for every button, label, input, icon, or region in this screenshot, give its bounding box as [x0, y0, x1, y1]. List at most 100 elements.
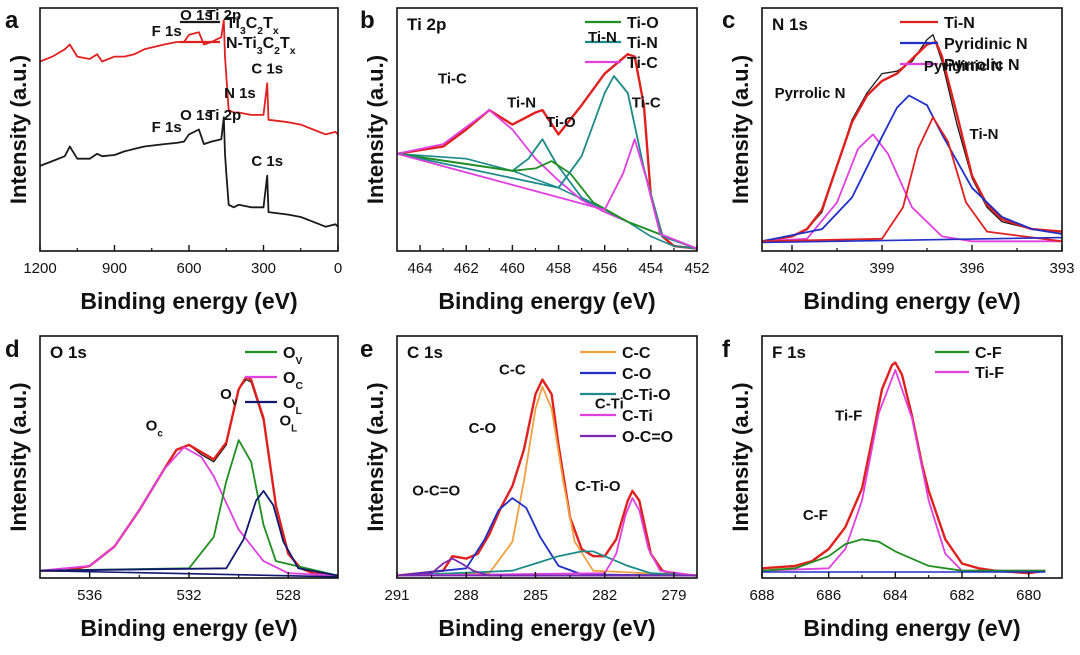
panel-letter: f — [722, 336, 731, 363]
peak-annotation: Ti-O — [546, 114, 576, 131]
x-tick-label: 600 — [176, 260, 201, 277]
legend-label: Ti3C2Tx — [226, 15, 279, 37]
series-ov — [39, 439, 339, 577]
legend-label: O-C=O — [622, 429, 673, 446]
series-ti-o-458-2 — [396, 152, 698, 250]
peak-annotation: C 1s — [251, 61, 283, 78]
x-tick-label: 456 — [592, 260, 617, 277]
series-c-f — [761, 538, 1046, 572]
panel-b: b 464 462 460 458 456 454 452 Binding energy (eV… — [360, 7, 710, 314]
x-tick-label: 688 — [749, 587, 774, 604]
panel-letter: a — [5, 7, 19, 34]
series-baseline — [761, 236, 1063, 244]
x-axis-label: Binding energy (eV) — [803, 615, 1020, 641]
x-tick-label: 1200 — [23, 260, 56, 277]
plot-frame — [761, 335, 1063, 579]
legend-label: C-Ti — [622, 408, 653, 425]
y-axis-label: Intensity (a.u.) — [363, 55, 388, 204]
peak-annotation: Ti-F — [835, 408, 862, 425]
x-tick-label: 454 — [638, 260, 663, 277]
x-tick-label: 452 — [684, 260, 709, 277]
legend-label: C-C — [622, 345, 651, 362]
panel-letter: c — [722, 7, 735, 34]
x-tick-label: 282 — [592, 587, 617, 604]
y-axis-label: Intensity (a.u.) — [6, 55, 31, 204]
x-tick-label: 0 — [334, 260, 342, 277]
peak-annotation: Pyridinic N — [924, 58, 1002, 75]
x-tick-label: 532 — [176, 587, 201, 604]
panel-a: a 1200 900 600 300 0 Binding energy (eV) Intens… — [5, 7, 342, 314]
panel-title: N 1s — [772, 15, 808, 34]
series-envelope — [761, 40, 1063, 243]
panel-letter: b — [360, 7, 375, 34]
x-tick-label: 900 — [102, 260, 127, 277]
x-tick-label: 682 — [949, 587, 974, 604]
x-tick-label: 464 — [408, 260, 433, 277]
peak-annotation: C-F — [803, 507, 828, 524]
x-tick-label: 291 — [384, 587, 409, 604]
legend-label: Ti-F — [975, 365, 1004, 382]
peak-annotation: C-Ti — [595, 396, 624, 413]
x-tick-label: 458 — [546, 260, 571, 277]
x-tick-label: 300 — [251, 260, 276, 277]
x-tick-label: 684 — [883, 587, 908, 604]
peak-annotation: Ti-N — [588, 29, 617, 46]
peak-annotation: Ti-C — [438, 70, 467, 87]
x-tick-label: 402 — [779, 260, 804, 277]
panel-title: Ti 2p — [407, 15, 446, 34]
peak-annotation: O-C=O — [412, 483, 460, 500]
plot-frame — [396, 7, 698, 252]
peak-annotation: O 1s — [180, 7, 213, 24]
plot-frame — [761, 7, 1063, 252]
plot-frame — [396, 335, 698, 579]
legend-label: Ti-C — [627, 55, 658, 72]
peak-annotation: Ov — [220, 386, 238, 408]
peak-annotation: C-C — [499, 362, 526, 379]
legend-label: Ti-O — [627, 15, 659, 32]
x-tick-label: 288 — [454, 587, 479, 604]
x-tick-label: 536 — [77, 587, 102, 604]
panel-f: f 688 686 684 682 680 Binding energy (eV) Inten… — [722, 335, 1063, 641]
x-tick-label: 399 — [869, 260, 894, 277]
legend-label: C-Ti-O — [622, 387, 671, 404]
peak-annotation: Ti-N — [507, 95, 536, 112]
peak-annotation: Pyrrolic N — [775, 85, 846, 102]
x-tick-label: 686 — [816, 587, 841, 604]
x-axis-label: Binding energy (eV) — [438, 615, 655, 641]
x-axis-label: Binding energy (eV) — [80, 615, 297, 641]
panel-c: c 402 399 396 393 Binding energy (eV) Intensit… — [722, 7, 1075, 314]
legend-label: C-F — [975, 345, 1002, 362]
legend-label: N-Ti3C2Tx — [226, 35, 296, 57]
peak-annotation: Ti 2p — [206, 7, 241, 24]
series-ti3c2tx — [39, 116, 339, 228]
peak-annotation: Ti 2p — [206, 107, 241, 124]
panel-title: F 1s — [772, 343, 806, 362]
x-tick-label: 285 — [523, 587, 548, 604]
series-pyridinic-n — [761, 94, 1063, 243]
series-c-o — [396, 497, 698, 577]
panel-title: C 1s — [407, 343, 443, 362]
legend-label: OL — [283, 395, 302, 417]
panel-title: O 1s — [50, 343, 87, 362]
y-axis-label: Intensity (a.u.) — [363, 382, 388, 531]
peak-annotation: C-Ti-O — [575, 478, 621, 495]
y-axis-label: Intensity (a.u.) — [728, 382, 753, 531]
peak-annotation: C 1s — [251, 153, 283, 170]
x-tick-label: 279 — [661, 587, 686, 604]
series-o-c-o — [396, 557, 697, 577]
x-tick-label: 528 — [276, 587, 301, 604]
peak-annotation: C-O — [469, 420, 497, 437]
panel-letter: d — [5, 336, 20, 363]
legend-label: Ti-N — [627, 35, 658, 52]
legend-label: OV — [283, 345, 302, 367]
series-ti-n-455-6 — [396, 75, 698, 250]
legend-label: OC — [283, 370, 303, 392]
x-tick-label: 680 — [1016, 587, 1041, 604]
x-tick-label: 460 — [500, 260, 525, 277]
x-axis-label: Binding energy (eV) — [438, 288, 655, 314]
peak-annotation: O 1s — [180, 107, 213, 124]
series-envelope — [761, 361, 1046, 575]
series-ti-c-454-6 — [396, 138, 698, 250]
legend-label: C-O — [622, 366, 651, 383]
